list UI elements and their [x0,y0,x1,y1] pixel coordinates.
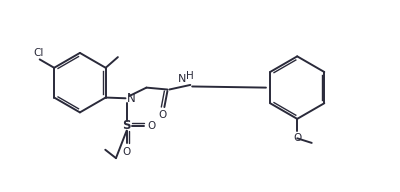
Text: O: O [159,110,167,120]
Text: O: O [293,133,301,143]
Text: N: N [178,74,186,84]
Text: H: H [186,71,194,81]
Text: Cl: Cl [33,48,43,58]
Text: O: O [147,121,156,131]
Text: S: S [122,119,131,132]
Text: O: O [122,147,131,157]
Text: N: N [127,92,135,105]
